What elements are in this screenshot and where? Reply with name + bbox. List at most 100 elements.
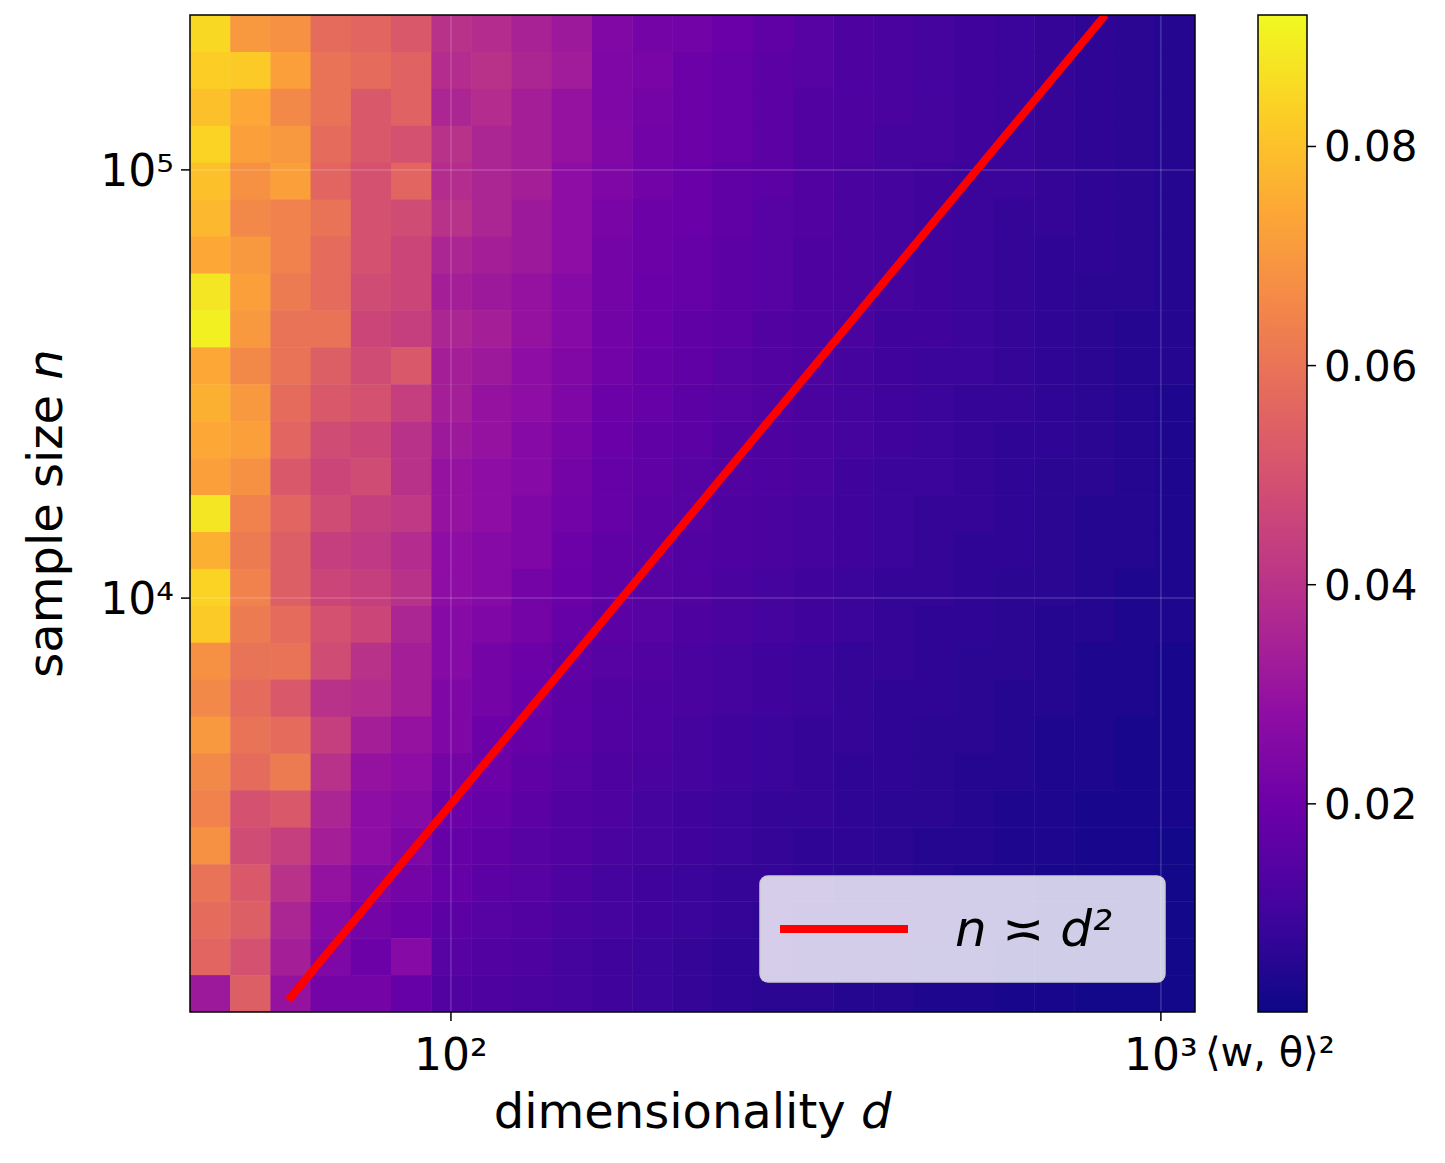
heatmap-cell [190,458,231,495]
heatmap-cell [471,52,512,89]
heatmap-cell [230,754,271,791]
heatmap-cell [994,606,1035,643]
heatmap-cell [954,827,995,864]
heatmap-cell [672,827,713,864]
heatmap-cell [512,347,553,384]
heatmap-cell [471,458,512,495]
heatmap-cell [1074,421,1115,458]
heatmap-cell [1034,163,1075,200]
colorbar-tick [1307,803,1316,805]
heatmap-cell [351,717,392,754]
heatmap-cell [1034,347,1075,384]
heatmap-cell [512,310,553,347]
heatmap-cell [391,680,432,717]
heatmap-cell [351,569,392,606]
heatmap-cell [391,237,432,274]
heatmap-cell [672,52,713,89]
heatmap-cell [190,717,231,754]
heatmap-cell [833,200,874,237]
heatmap-cell [672,310,713,347]
heatmap-cell [1074,126,1115,163]
heatmap-cell [632,384,673,421]
heatmap-cell [311,864,352,901]
heatmap-cell [753,52,794,89]
heatmap-cell [471,606,512,643]
heatmap-cell [672,532,713,569]
heatmap-cell [592,347,633,384]
heatmap-cell [994,790,1035,827]
heatmap-cell [512,606,553,643]
heatmap-cell [552,717,593,754]
heatmap-cell [672,15,713,52]
heatmap-cell [753,200,794,237]
heatmap-cell [230,827,271,864]
heatmap-cell [793,163,834,200]
heatmap-cell [672,864,713,901]
heatmap-cell [552,938,593,975]
heatmap-cell [391,569,432,606]
heatmap-cell [311,89,352,126]
heatmap-cell [471,495,512,532]
heatmap-cell [753,532,794,569]
heatmap-cell [713,680,754,717]
heatmap-cell [914,52,955,89]
series-line [288,15,1105,1000]
heatmap-cell [954,717,995,754]
heatmap-cell [1034,717,1075,754]
heatmap-cell [552,827,593,864]
heatmap-cell [954,52,995,89]
heatmap-cell [512,790,553,827]
heatmap-cell [753,89,794,126]
heatmap-cell [632,237,673,274]
heatmap-cell [391,790,432,827]
heatmap-cell [914,495,955,532]
heatmap-cell [914,458,955,495]
heatmap-cell [632,89,673,126]
heatmap-cell [351,975,392,1012]
heatmap-cell [954,754,995,791]
heatmap-cell [713,864,754,901]
heatmap-cell [713,347,754,384]
heatmap-cell [512,200,553,237]
heatmap-cell [793,495,834,532]
heatmap-cell [873,15,914,52]
heatmap-cell [471,532,512,569]
heatmap-cell [1115,126,1156,163]
colorbar-tick-label: 0.02 [1324,780,1418,829]
heatmap-cell [391,52,432,89]
heatmap-cell [672,717,713,754]
heatmap-cell [512,901,553,938]
heatmap-cell [632,606,673,643]
y-tick [181,597,190,599]
heatmap-cell [270,938,311,975]
heatmap-cell [1115,421,1156,458]
heatmap-cell [672,163,713,200]
heatmap-cell [1034,495,1075,532]
heatmap-cell [270,827,311,864]
heatmap-cell [311,532,352,569]
heatmap-cell [753,237,794,274]
heatmap-cell [512,237,553,274]
heatmap-cell [471,15,512,52]
heatmap-cell [190,421,231,458]
heatmap-cell [632,273,673,310]
heatmap-cell [713,975,754,1012]
heatmap-cell [270,680,311,717]
heatmap-cell [1074,680,1115,717]
heatmap-cell [994,532,1035,569]
heatmap-cell [512,532,553,569]
heatmap-cell [270,347,311,384]
colorbar-tick-label: 0.06 [1324,342,1418,391]
heatmap-cell [1034,790,1075,827]
heatmap-cell [632,901,673,938]
heatmap-cell [592,15,633,52]
heatmap-cell [552,790,593,827]
heatmap-cell [994,717,1035,754]
heatmap-cell [632,975,673,1012]
heatmap-cell [190,938,231,975]
heatmap-cell [994,273,1035,310]
y-axis-label: sample size n [17,349,73,678]
heatmap-cell [351,680,392,717]
heatmap-cell [230,273,271,310]
heatmap-cell [1115,717,1156,754]
